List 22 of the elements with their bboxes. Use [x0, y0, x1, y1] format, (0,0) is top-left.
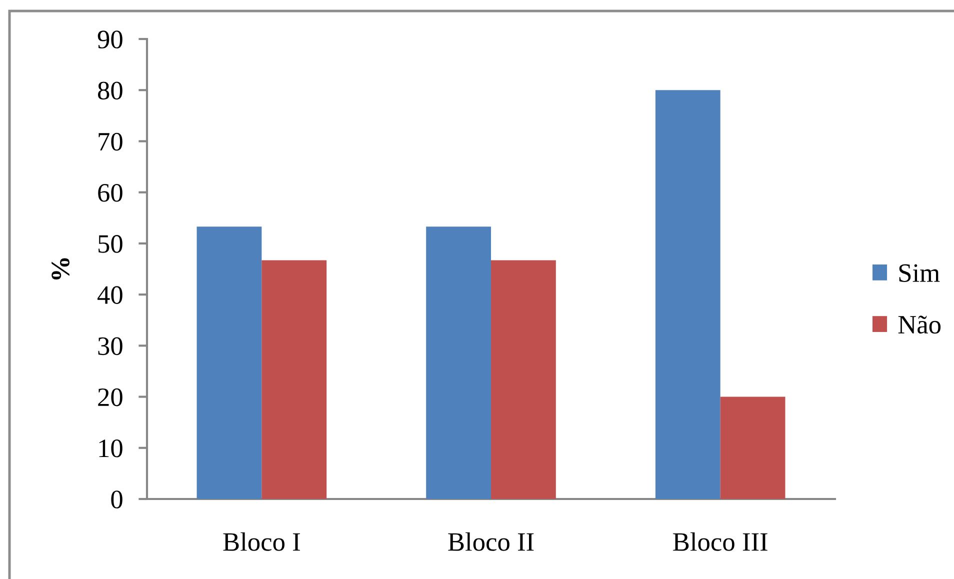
y-tick-label: 0	[111, 490, 122, 508]
bar	[262, 260, 327, 499]
bar	[491, 260, 556, 499]
legend-label: Sim	[899, 264, 940, 282]
y-tick-label: 40	[98, 286, 122, 304]
y-tick-label: 10	[99, 439, 122, 458]
bar	[655, 90, 720, 499]
y-tick-label: 60	[98, 184, 122, 202]
bar	[720, 396, 786, 499]
x-tick-label: Bloco III	[673, 532, 768, 551]
legend-label: Não	[898, 316, 941, 334]
y-axis-title: %	[52, 258, 70, 280]
x-tick-label: Bloco I	[223, 532, 300, 551]
y-tick-label: 30	[98, 337, 122, 356]
y-tick-label: 90	[98, 30, 122, 48]
bar	[426, 226, 491, 499]
x-tick-label: Bloco II	[448, 532, 534, 551]
bar	[196, 226, 262, 499]
y-tick-label: 70	[98, 132, 122, 151]
y-tick-label: 80	[98, 82, 122, 100]
y-tick-label: 50	[98, 235, 122, 253]
y-tick-label: 20	[98, 388, 122, 406]
